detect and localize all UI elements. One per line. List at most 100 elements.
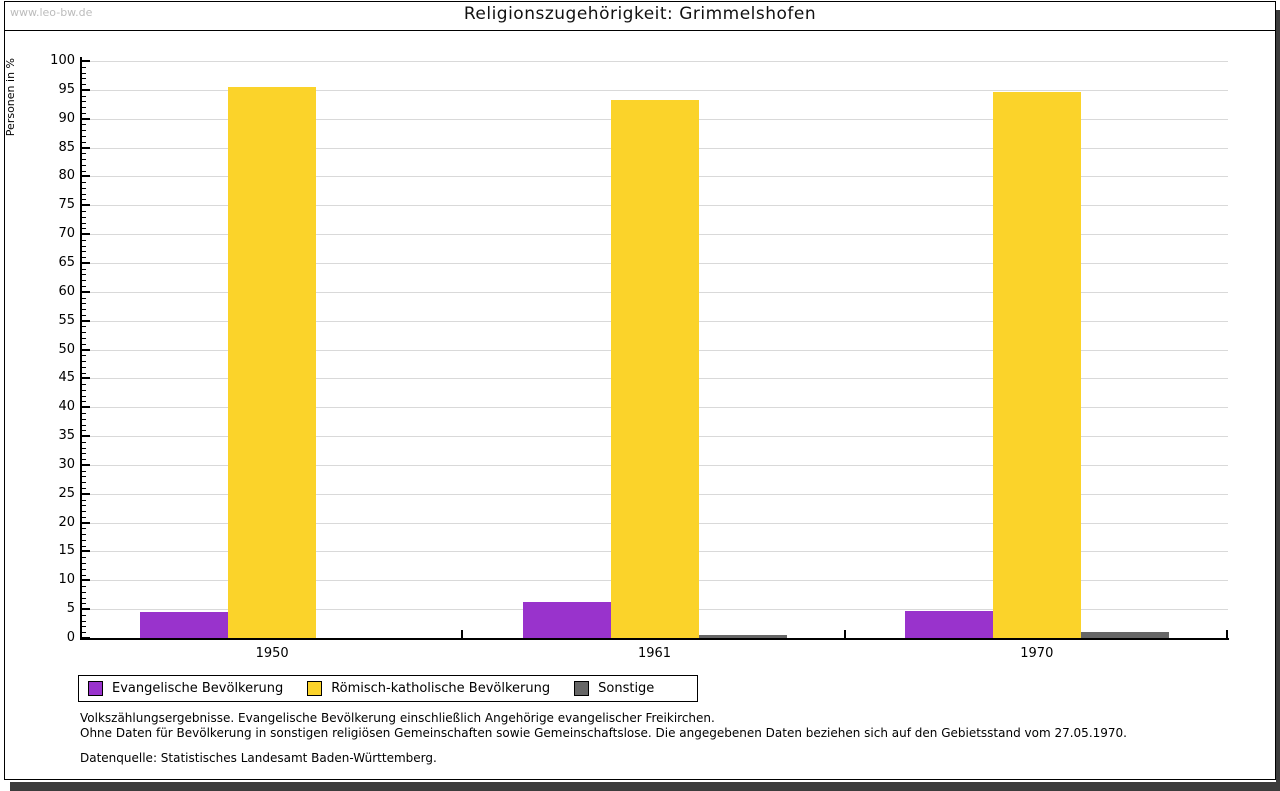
legend-item-sonstige: Sonstige — [574, 681, 654, 696]
y-tick — [82, 562, 86, 564]
y-tick — [82, 355, 86, 357]
y-tick — [82, 499, 86, 501]
y-tick — [82, 175, 90, 178]
y-tick — [82, 314, 86, 316]
y-tick — [82, 124, 86, 126]
x-tick — [843, 630, 846, 638]
y-tick — [82, 332, 86, 334]
y-tick — [82, 568, 86, 570]
y-tick — [82, 470, 86, 472]
y-tick — [82, 534, 86, 536]
y-tick-label: 90 — [58, 110, 75, 126]
x-category-label: 1950 — [255, 646, 289, 661]
shadow-right — [1276, 10, 1280, 791]
y-tick — [82, 401, 86, 403]
y-tick — [82, 136, 86, 137]
legend-item-katholisch: Römisch-katholische Bevölkerung — [307, 681, 550, 696]
legend-swatch-evangelisch — [88, 681, 103, 696]
y-tick — [82, 614, 86, 616]
y-tick — [82, 146, 90, 149]
y-tick — [82, 626, 86, 628]
y-tick — [82, 251, 86, 253]
y-tick — [82, 441, 86, 443]
y-tick — [82, 447, 86, 449]
footnotes: Volkszählungsergebnisse. Evangelische Be… — [80, 711, 1230, 766]
bar-1961-0 — [522, 602, 611, 638]
y-tick — [82, 435, 90, 438]
y-tick — [82, 170, 86, 172]
legend: Evangelische Bevölkerung Römisch-katholi… — [78, 675, 698, 702]
y-tick-label: 60 — [58, 283, 75, 299]
legend-item-evangelisch: Evangelische Bevölkerung — [88, 681, 283, 696]
y-tick — [82, 487, 86, 489]
y-tick — [82, 366, 86, 368]
y-tick — [82, 377, 90, 380]
y-tick — [82, 482, 86, 484]
footnote-line-1: Volkszählungsergebnisse. Evangelische Be… — [80, 711, 715, 725]
y-tick — [82, 211, 86, 213]
y-tick-label: 95 — [58, 81, 75, 97]
y-tick — [82, 239, 86, 241]
y-tick — [82, 141, 86, 143]
y-tick — [82, 492, 90, 495]
y-tick — [82, 539, 86, 541]
y-tick — [82, 418, 86, 420]
y-tick — [82, 463, 90, 466]
y-tick — [82, 84, 86, 86]
y-tick — [82, 66, 86, 68]
y-tick — [82, 591, 86, 593]
y-tick — [82, 516, 86, 518]
y-tick-label: 5 — [66, 601, 75, 617]
y-tick — [82, 372, 86, 374]
y-tick — [82, 95, 86, 97]
y-tick — [82, 257, 86, 259]
y-tick — [82, 290, 90, 293]
y-tick — [82, 453, 86, 455]
legend-label-sonstige: Sonstige — [598, 681, 655, 696]
y-tick — [82, 574, 86, 576]
gridline — [81, 61, 1228, 62]
y-tick — [82, 348, 90, 351]
y-tick — [82, 505, 86, 507]
y-tick-label: 85 — [58, 139, 75, 155]
y-tick — [82, 101, 86, 103]
y-tick — [82, 199, 86, 201]
y-tick — [82, 107, 86, 109]
y-tick — [82, 286, 86, 288]
y-tick-label: 40 — [58, 399, 75, 415]
y-tick — [82, 153, 86, 155]
y-tick — [82, 395, 86, 397]
y-tick — [82, 193, 86, 195]
footnote-source: Datenquelle: Statistisches Landesamt Bad… — [80, 751, 437, 765]
y-tick — [82, 233, 90, 236]
y-tick — [82, 550, 90, 553]
y-tick — [82, 528, 86, 530]
x-axis-line — [80, 638, 1229, 640]
y-tick-label: 20 — [58, 514, 75, 530]
x-tick — [461, 630, 464, 638]
y-tick — [82, 297, 86, 299]
y-tick — [82, 222, 86, 224]
y-tick — [82, 112, 86, 114]
y-tick — [82, 579, 90, 582]
y-tick — [82, 182, 86, 184]
y-tick — [82, 245, 86, 247]
y-tick — [82, 384, 86, 386]
y-tick-label: 35 — [58, 428, 75, 444]
y-tick — [82, 117, 90, 120]
y-tick — [82, 130, 86, 132]
y-tick — [82, 309, 86, 311]
bar-1961-2 — [698, 635, 787, 638]
y-tick — [82, 216, 86, 218]
footnote-line-2: Ohne Daten für Bevölkerung in sonstigen … — [80, 725, 1127, 740]
y-tick — [82, 430, 86, 432]
y-tick-label: 80 — [58, 168, 75, 184]
y-tick — [82, 337, 86, 339]
y-tick — [82, 228, 86, 230]
y-tick — [82, 586, 86, 588]
y-tick — [82, 60, 90, 62]
x-category-label: 1970 — [1020, 646, 1054, 661]
chart-title: Religionszugehörigkeit: Grimmelshofen — [463, 4, 817, 24]
